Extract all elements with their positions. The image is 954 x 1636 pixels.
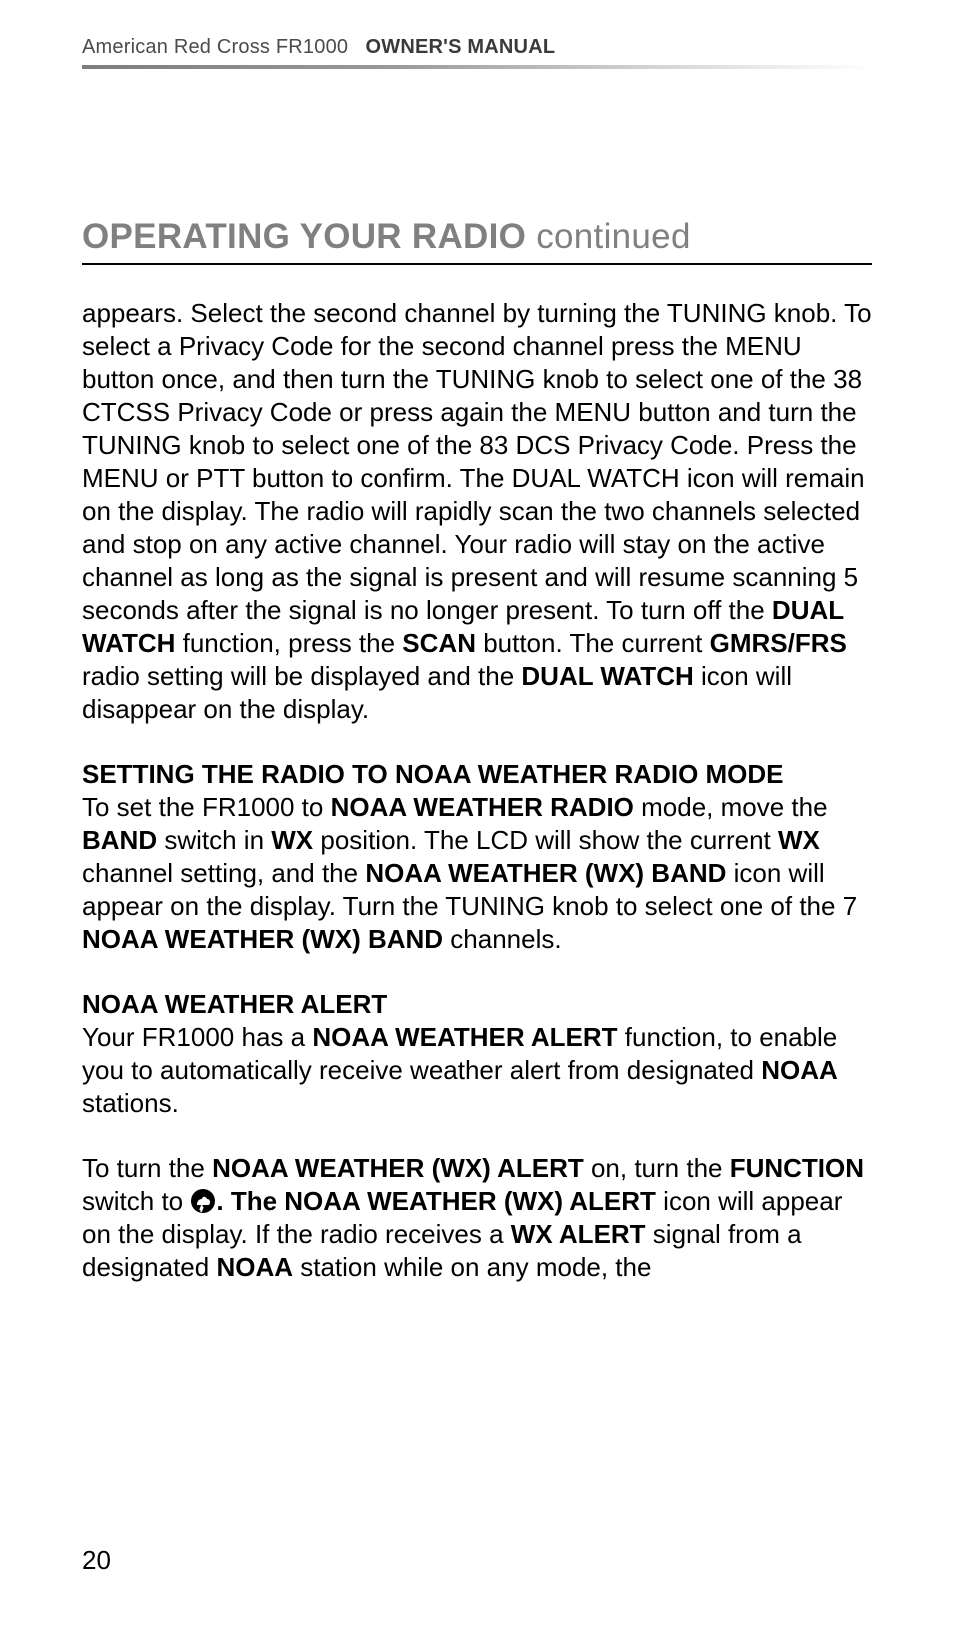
heading-noaa-alert: NOAA WEATHER ALERT — [82, 988, 872, 1021]
product-line: American Red Cross FR1000 — [82, 36, 348, 58]
paragraph-dual-watch: appears. Select the second channel by tu… — [82, 297, 872, 726]
section-title-suffix: continued — [536, 217, 691, 256]
weather-alert-icon — [190, 1188, 216, 1214]
term-dual-watch-2: DUAL WATCH — [521, 661, 693, 691]
text: radio setting will be displayed and the — [82, 661, 521, 691]
text: switch to — [82, 1186, 190, 1216]
text: button. The current — [476, 628, 710, 658]
term-noaa-2: NOAA — [216, 1252, 293, 1282]
text: channel setting, and the — [82, 858, 365, 888]
page-number: 20 — [82, 1545, 111, 1576]
text: station while on any mode, the — [293, 1252, 651, 1282]
text: on, turn the — [584, 1153, 730, 1183]
section-title: OPERATING YOUR RADIO continued — [82, 217, 872, 257]
text: stations. — [82, 1088, 179, 1118]
paragraph-noaa-alert-intro: Your FR1000 has a NOAA WEATHER ALERT fun… — [82, 1021, 872, 1120]
term-noaa-wx-band-1: NOAA WEATHER (WX) BAND — [365, 858, 726, 888]
heading-text: NOAA WEATHER ALERT — [82, 989, 387, 1019]
term-noaa-weather-alert: NOAA WEATHER ALERT — [312, 1022, 617, 1052]
header-rule — [82, 65, 872, 69]
text: To set the FR1000 to — [82, 792, 331, 822]
text: mode, move the — [634, 792, 828, 822]
text: . The — [216, 1186, 284, 1216]
text: To turn the — [82, 1153, 212, 1183]
term-noaa-wx-alert-2: NOAA WEATHER (WX) ALERT — [284, 1186, 656, 1216]
term-scan: SCAN — [402, 628, 476, 658]
section-title-rule — [82, 263, 872, 265]
text: appears. Select the second channel by tu… — [82, 298, 872, 625]
manual-page: American Red Cross FR1000 OWNER'S MANUAL… — [0, 0, 954, 1636]
section-title-main: OPERATING YOUR RADIO — [82, 217, 526, 256]
manual-label: OWNER'S MANUAL — [366, 36, 556, 58]
term-noaa: NOAA — [761, 1055, 838, 1085]
body-text: appears. Select the second channel by tu… — [82, 297, 872, 1284]
term-band: BAND — [82, 825, 157, 855]
term-function: FUNCTION — [730, 1153, 864, 1183]
heading-noaa-mode: SETTING THE RADIO TO NOAA WEATHER RADIO … — [82, 758, 872, 791]
text: switch in — [157, 825, 271, 855]
paragraph-noaa-alert-on: To turn the NOAA WEATHER (WX) ALERT on, … — [82, 1152, 872, 1284]
term-wx-alert: WX ALERT — [511, 1219, 646, 1249]
term-noaa-wx-alert-1: NOAA WEATHER (WX) ALERT — [212, 1153, 584, 1183]
running-header: American Red Cross FR1000 OWNER'S MANUAL — [82, 36, 872, 59]
heading-text: SETTING THE RADIO TO NOAA WEATHER RADIO … — [82, 759, 784, 789]
term-wx-2: WX — [778, 825, 820, 855]
term-gmrs-frs: GMRS/FRS — [710, 628, 847, 658]
text: Your FR1000 has a — [82, 1022, 312, 1052]
text: function, press the — [175, 628, 402, 658]
text: position. The LCD will show the current — [313, 825, 778, 855]
text: channels. — [443, 924, 562, 954]
paragraph-noaa-mode: To set the FR1000 to NOAA WEATHER RADIO … — [82, 791, 872, 956]
term-noaa-weather-radio: NOAA WEATHER RADIO — [331, 792, 634, 822]
term-noaa-wx-band-2: NOAA WEATHER (WX) BAND — [82, 924, 443, 954]
term-wx-1: WX — [271, 825, 313, 855]
